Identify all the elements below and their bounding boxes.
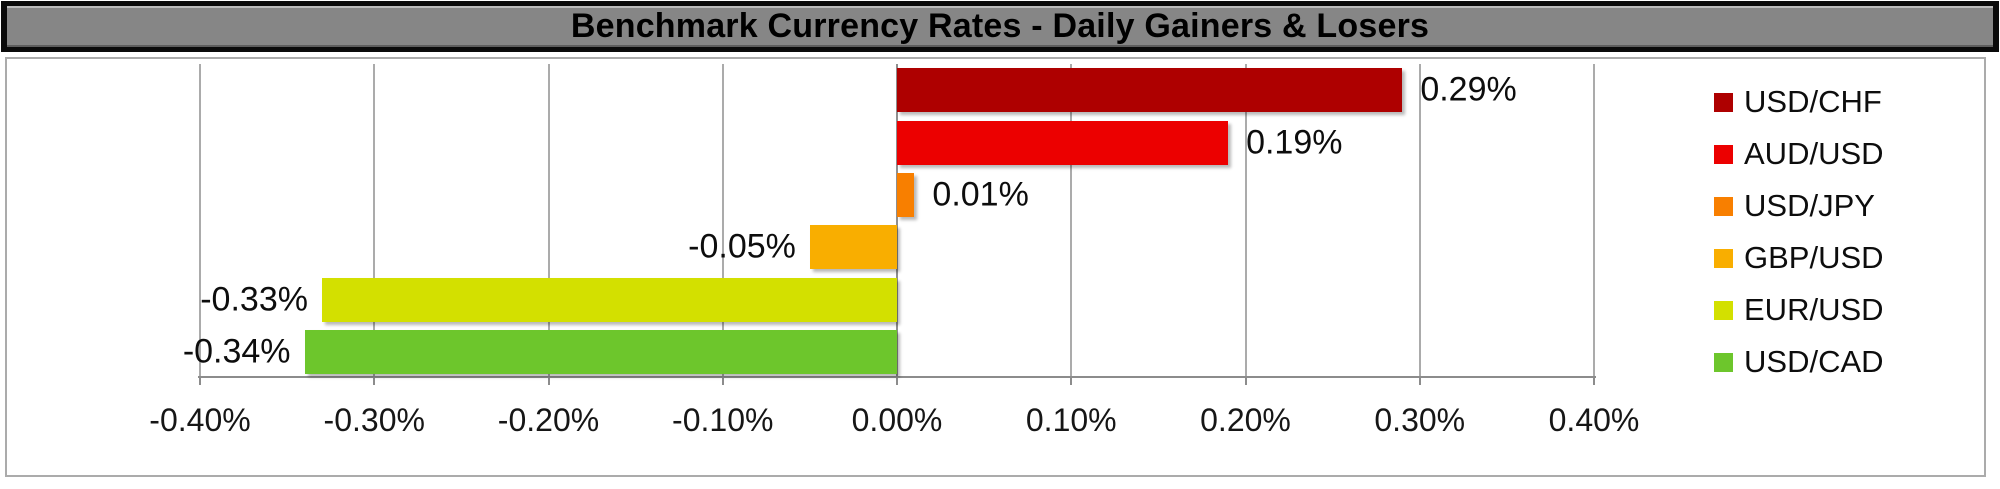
bar-usd-cad [304,329,897,374]
gridline [1244,64,1247,378]
x-tick-label: -0.10% [672,402,774,438]
bar-value-label: -0.33% [200,280,308,318]
gridline [1070,64,1073,378]
legend-swatch [1714,352,1733,372]
axis-tick [199,378,201,385]
gridline [721,64,724,378]
bar-eur-usd [321,277,897,322]
legend-label: USD/JPY [1744,188,1875,223]
gridline [373,64,376,378]
bar-value-label: -0.34% [182,332,291,371]
bar-value-label: -0.05% [688,227,796,266]
x-axis-line [198,376,1596,378]
x-tick-label: 0.20% [1200,402,1291,438]
legend-item: EUR/USD [1714,284,1884,336]
axis-tick [1244,378,1247,385]
legend: USD/CHF AUD/USD USD/JPY GBP/USD EUR/USD USD/C… [1714,76,1884,388]
x-tick-label: 0.30% [1374,402,1466,438]
legend-swatch [1714,144,1733,164]
legend-label: EUR/USD [1744,292,1884,327]
legend-swatch [1714,196,1733,216]
gridline [199,64,201,378]
axis-tick [1593,378,1595,385]
x-tick-label: 0.00% [851,402,943,438]
legend-swatch [1714,92,1733,112]
bar-gbp-usd [809,225,897,270]
legend-label: USD/CHF [1744,84,1882,119]
legend-item: USD/CAD [1714,336,1884,388]
axis-tick [1070,378,1073,385]
x-tick-label: -0.20% [497,402,600,438]
gridline [1418,64,1421,378]
legend-label: GBP/USD [1744,240,1884,275]
legend-swatch [1714,300,1733,320]
chart-title-bar: Benchmark Currency Rates - Daily Gainers… [1,1,1999,52]
axis-tick [1418,378,1421,385]
bar-value-label: 0.29% [1420,70,1517,109]
bar-aud-usd [897,120,1229,165]
bar-value-label: 0.01% [932,175,1029,214]
axis-tick [373,378,376,385]
x-tick-label: -0.40% [149,402,251,438]
axis-tick [721,378,724,385]
x-tick-label: 0.40% [1548,402,1640,438]
legend-label: USD/CAD [1744,344,1884,379]
legend-item: USD/CHF [1714,76,1884,128]
chart-title: Benchmark Currency Rates - Daily Gainers… [570,7,1430,45]
legend-item: GBP/USD [1714,232,1884,284]
bar-value-label: 0.19% [1246,123,1343,161]
gridline [1593,64,1595,378]
x-tick-label: 0.10% [1025,402,1117,438]
legend-item: AUD/USD [1714,128,1884,180]
axis-tick [896,378,898,385]
x-tick-label: -0.30% [323,402,425,438]
bar-usd-chf [897,68,1403,113]
bar-usd-jpy [897,172,915,217]
zero-gridline [896,64,898,378]
legend-item: USD/JPY [1714,180,1884,232]
gridline [547,64,550,378]
legend-label: AUD/USD [1744,136,1884,171]
axis-tick [547,378,550,385]
legend-swatch [1714,248,1733,268]
